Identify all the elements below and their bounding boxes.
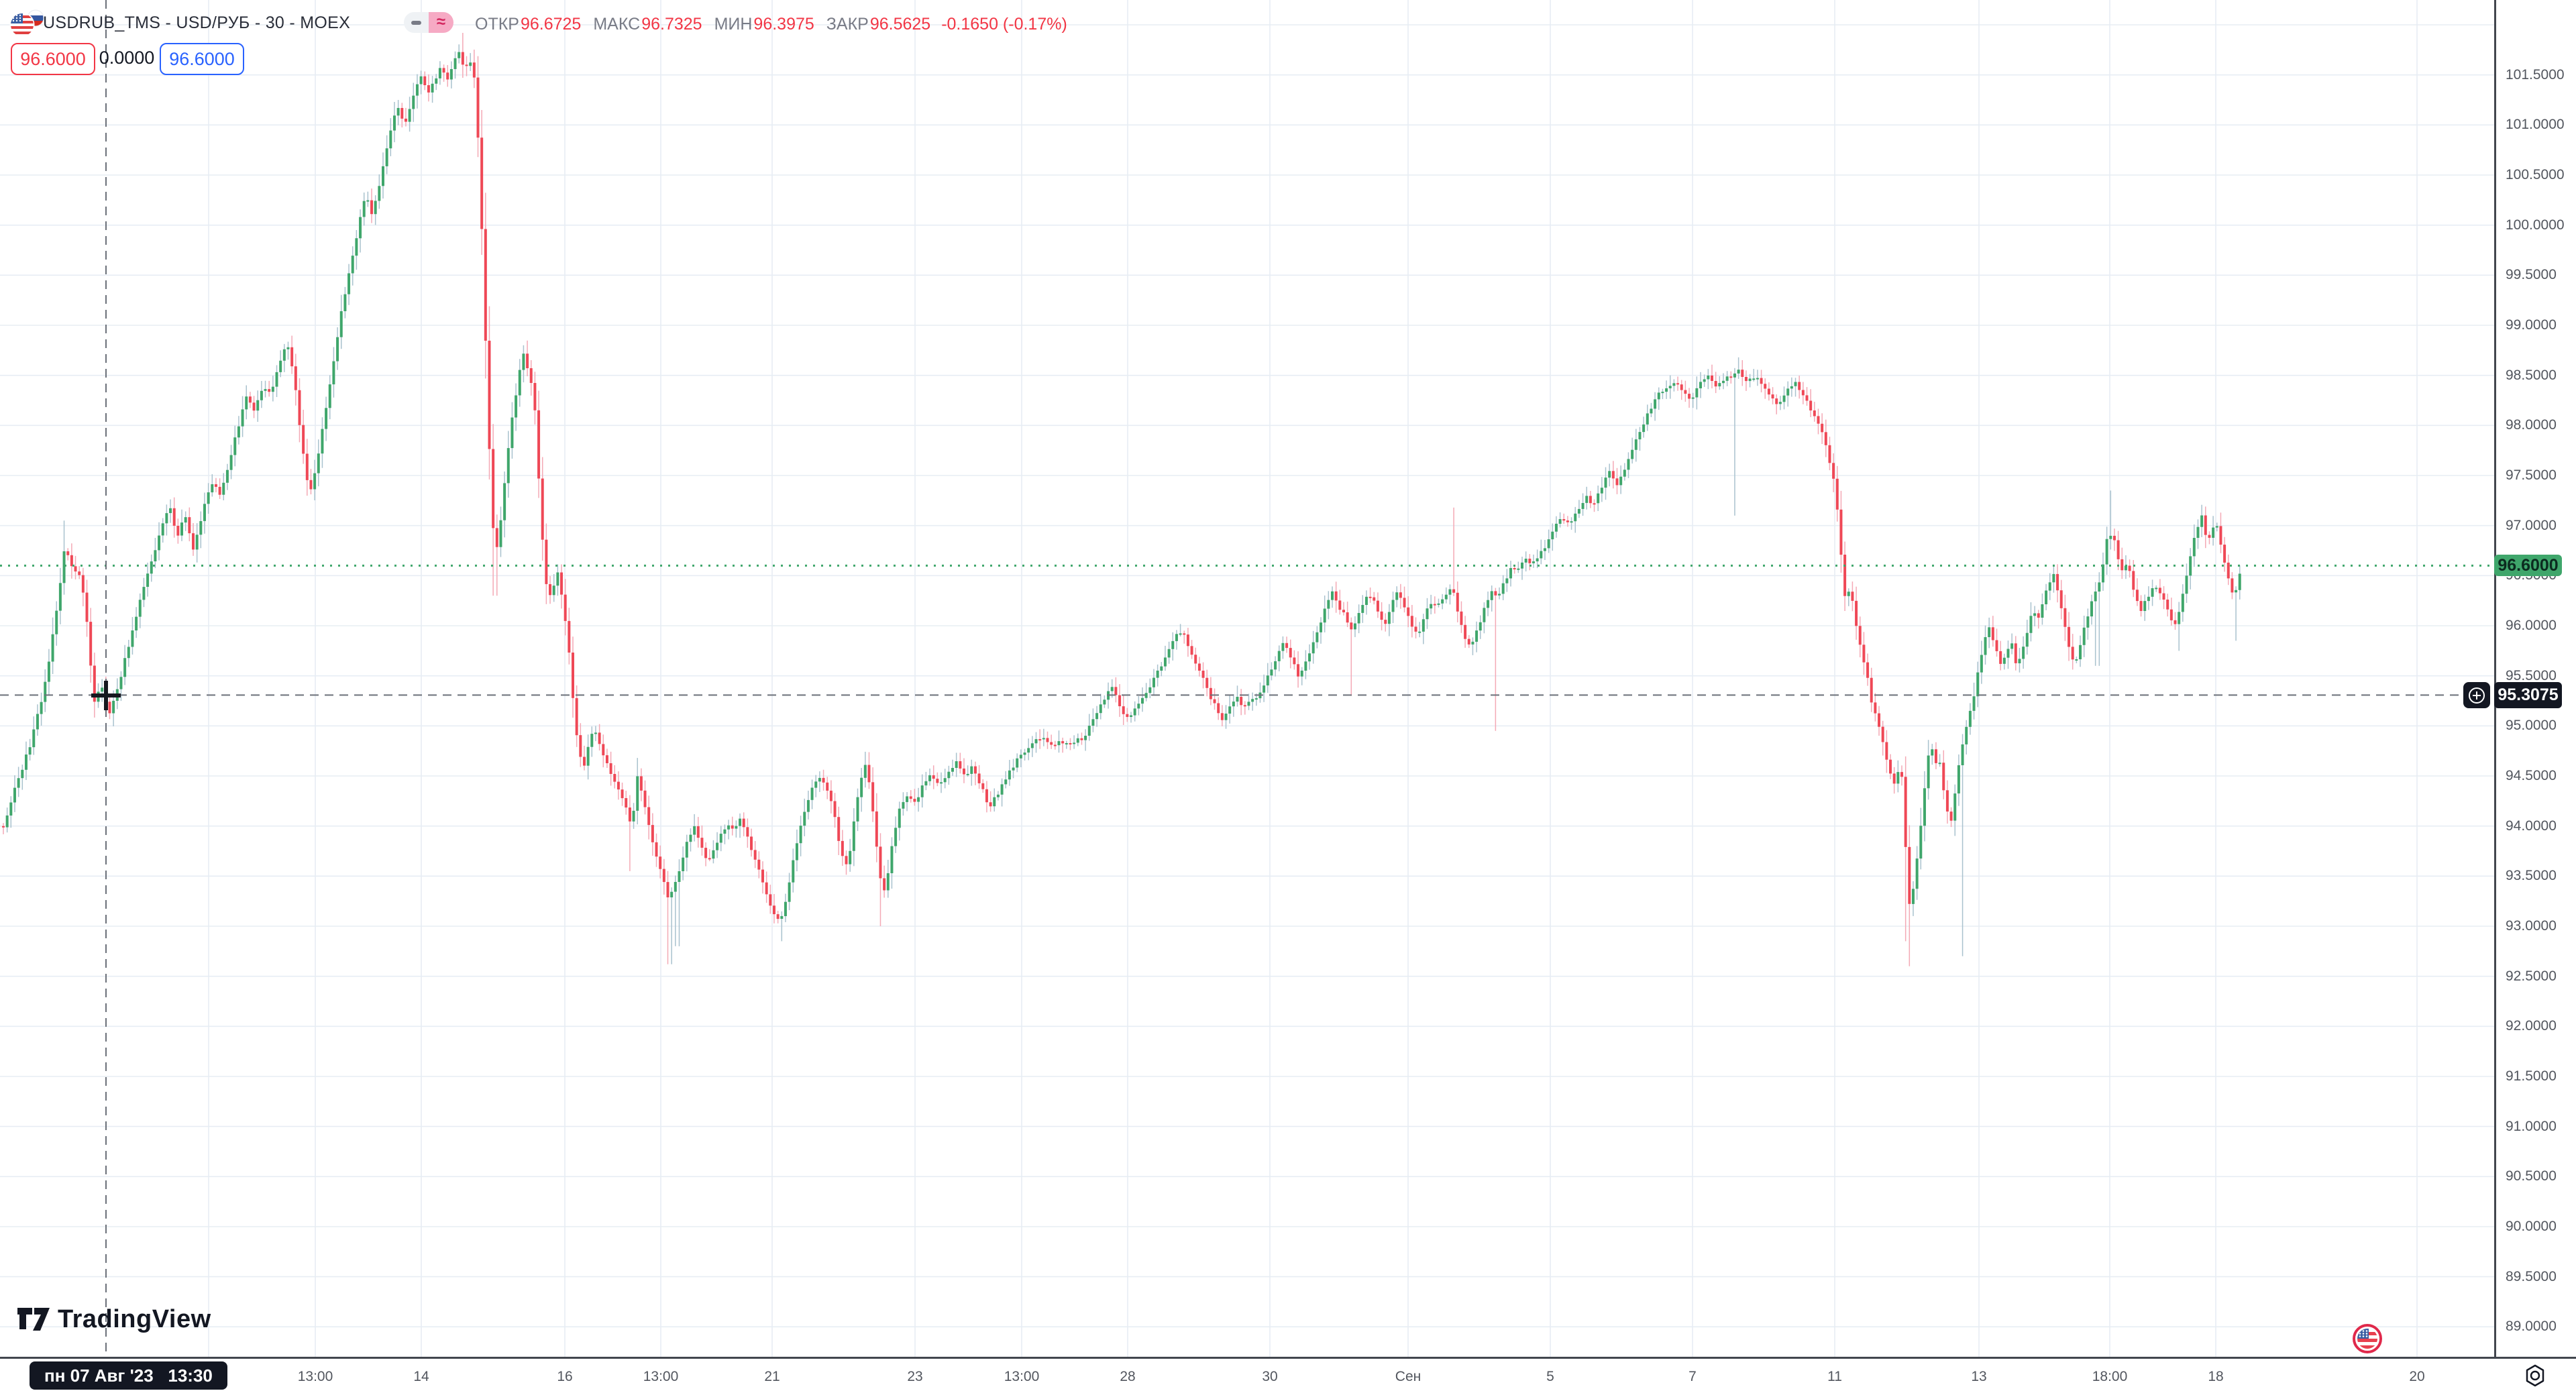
tradingview-logo-icon [17,1308,50,1331]
dash-toggle-button[interactable] [404,12,429,33]
crosshair-price-badge: 95.3075 [2494,682,2562,708]
price-tick-label: 90.5000 [2506,1168,2557,1184]
time-tick-label: 30 [1262,1369,1278,1384]
symbol-flag-icon [9,8,47,40]
spread-value: 0.0000 [99,47,155,68]
time-tick-label: 13:00 [1004,1369,1040,1384]
price-tick-label: 99.0000 [2506,317,2557,333]
time-tick-label: 7 [1688,1369,1697,1384]
price-tick-label: 99.5000 [2506,267,2557,283]
price-tick-label: 90.0000 [2506,1218,2557,1234]
time-tick-label: Сен [1395,1369,1421,1384]
time-axis[interactable]: 913:00141613:00212313:002830Сен57111318:… [0,1357,2576,1395]
price-tick-label: 96.0000 [2506,617,2557,633]
price-tick-label: 98.0000 [2506,417,2557,433]
tradingview-logo[interactable]: TradingView [16,1304,211,1335]
price-tick-label: 101.5000 [2506,66,2565,82]
header-toggle-pill[interactable]: ≈ [404,12,453,33]
up-candles [5,52,2241,919]
time-tick-label: 14 [413,1369,429,1384]
open-value: 96.6725 [520,15,582,34]
high-value: 96.7325 [641,15,702,34]
time-tick-label: 23 [907,1369,923,1384]
crosshair-cursor-icon [91,681,121,710]
price-tick-label: 92.5000 [2506,968,2557,984]
change-value: -0.1650 (-0.17%) [941,15,1067,34]
add-order-plus-button[interactable] [2463,682,2490,708]
symbol-title[interactable]: USDRUB_TMS - USD/РУБ - 30 - MOEX [43,13,351,32]
price-tick-label: 101.0000 [2506,117,2565,133]
time-tick-label: 18 [2208,1369,2224,1384]
time-tick-label: 21 [764,1369,780,1384]
high-label: МАКС [593,15,641,34]
time-tick-label: 13:00 [643,1369,679,1384]
approx-icon: ≈ [436,12,446,31]
gear-icon [2526,1364,2544,1387]
open-label: ОТКР [475,15,519,34]
price-tick-label: 97.0000 [2506,517,2557,533]
sell-price-box[interactable]: 96.6000 [11,43,95,75]
time-tick-label: 18:00 [2092,1369,2128,1384]
time-tick-label: 13 [1971,1369,1987,1384]
price-tick-label: 91.0000 [2506,1118,2557,1134]
symbol-flag-watermark-icon [2353,1324,2382,1353]
axis-settings-button[interactable] [2520,1360,2551,1391]
time-tick-label: 5 [1546,1369,1554,1384]
close-value: 96.5625 [869,15,931,34]
time-tick-label: 13:00 [297,1369,333,1384]
last-price-badge: 96.6000 [2494,555,2562,577]
time-tick-label: 28 [1120,1369,1136,1384]
dash-icon [411,20,421,25]
buy-price-box[interactable]: 96.6000 [160,43,244,75]
price-tick-label: 98.5000 [2506,367,2557,383]
price-tick-label: 97.5000 [2506,467,2557,483]
time-tick-label: 16 [557,1369,573,1384]
tradingview-wordmark: TradingView [58,1304,211,1333]
price-tick-label: 92.0000 [2506,1018,2557,1034]
time-tick-label: 11 [1827,1369,1842,1384]
price-tick-label: 93.5000 [2506,868,2557,884]
price-tick-label: 100.0000 [2506,217,2565,233]
time-tick-label: 20 [2409,1369,2425,1384]
price-tick-label: 89.0000 [2506,1319,2557,1335]
price-tick-label: 95.5000 [2506,667,2557,683]
price-tick-label: 100.5000 [2506,167,2565,182]
price-tick-label: 91.5000 [2506,1068,2557,1084]
price-tick-label: 94.0000 [2506,818,2557,834]
close-label: ЗАКР [826,15,869,34]
down-candles [2,52,2234,919]
price-tick-label: 93.0000 [2506,917,2557,934]
circled-plus-icon [2469,687,2485,704]
price-tick-label: 89.5000 [2506,1268,2557,1284]
low-value: 96.3975 [753,15,814,34]
ohlc-readout: ОТКР 96.6725 МАКС 96.7325 МИН 96.3975 ЗА… [475,15,1067,34]
crosshair-date-badge: пн 07 Авг '23 13:30 [30,1361,227,1390]
price-tick-label: 94.5000 [2506,767,2557,783]
low-label: МИН [714,15,753,34]
approx-toggle-button[interactable]: ≈ [429,12,453,33]
price-tick-label: 95.0000 [2506,718,2557,734]
